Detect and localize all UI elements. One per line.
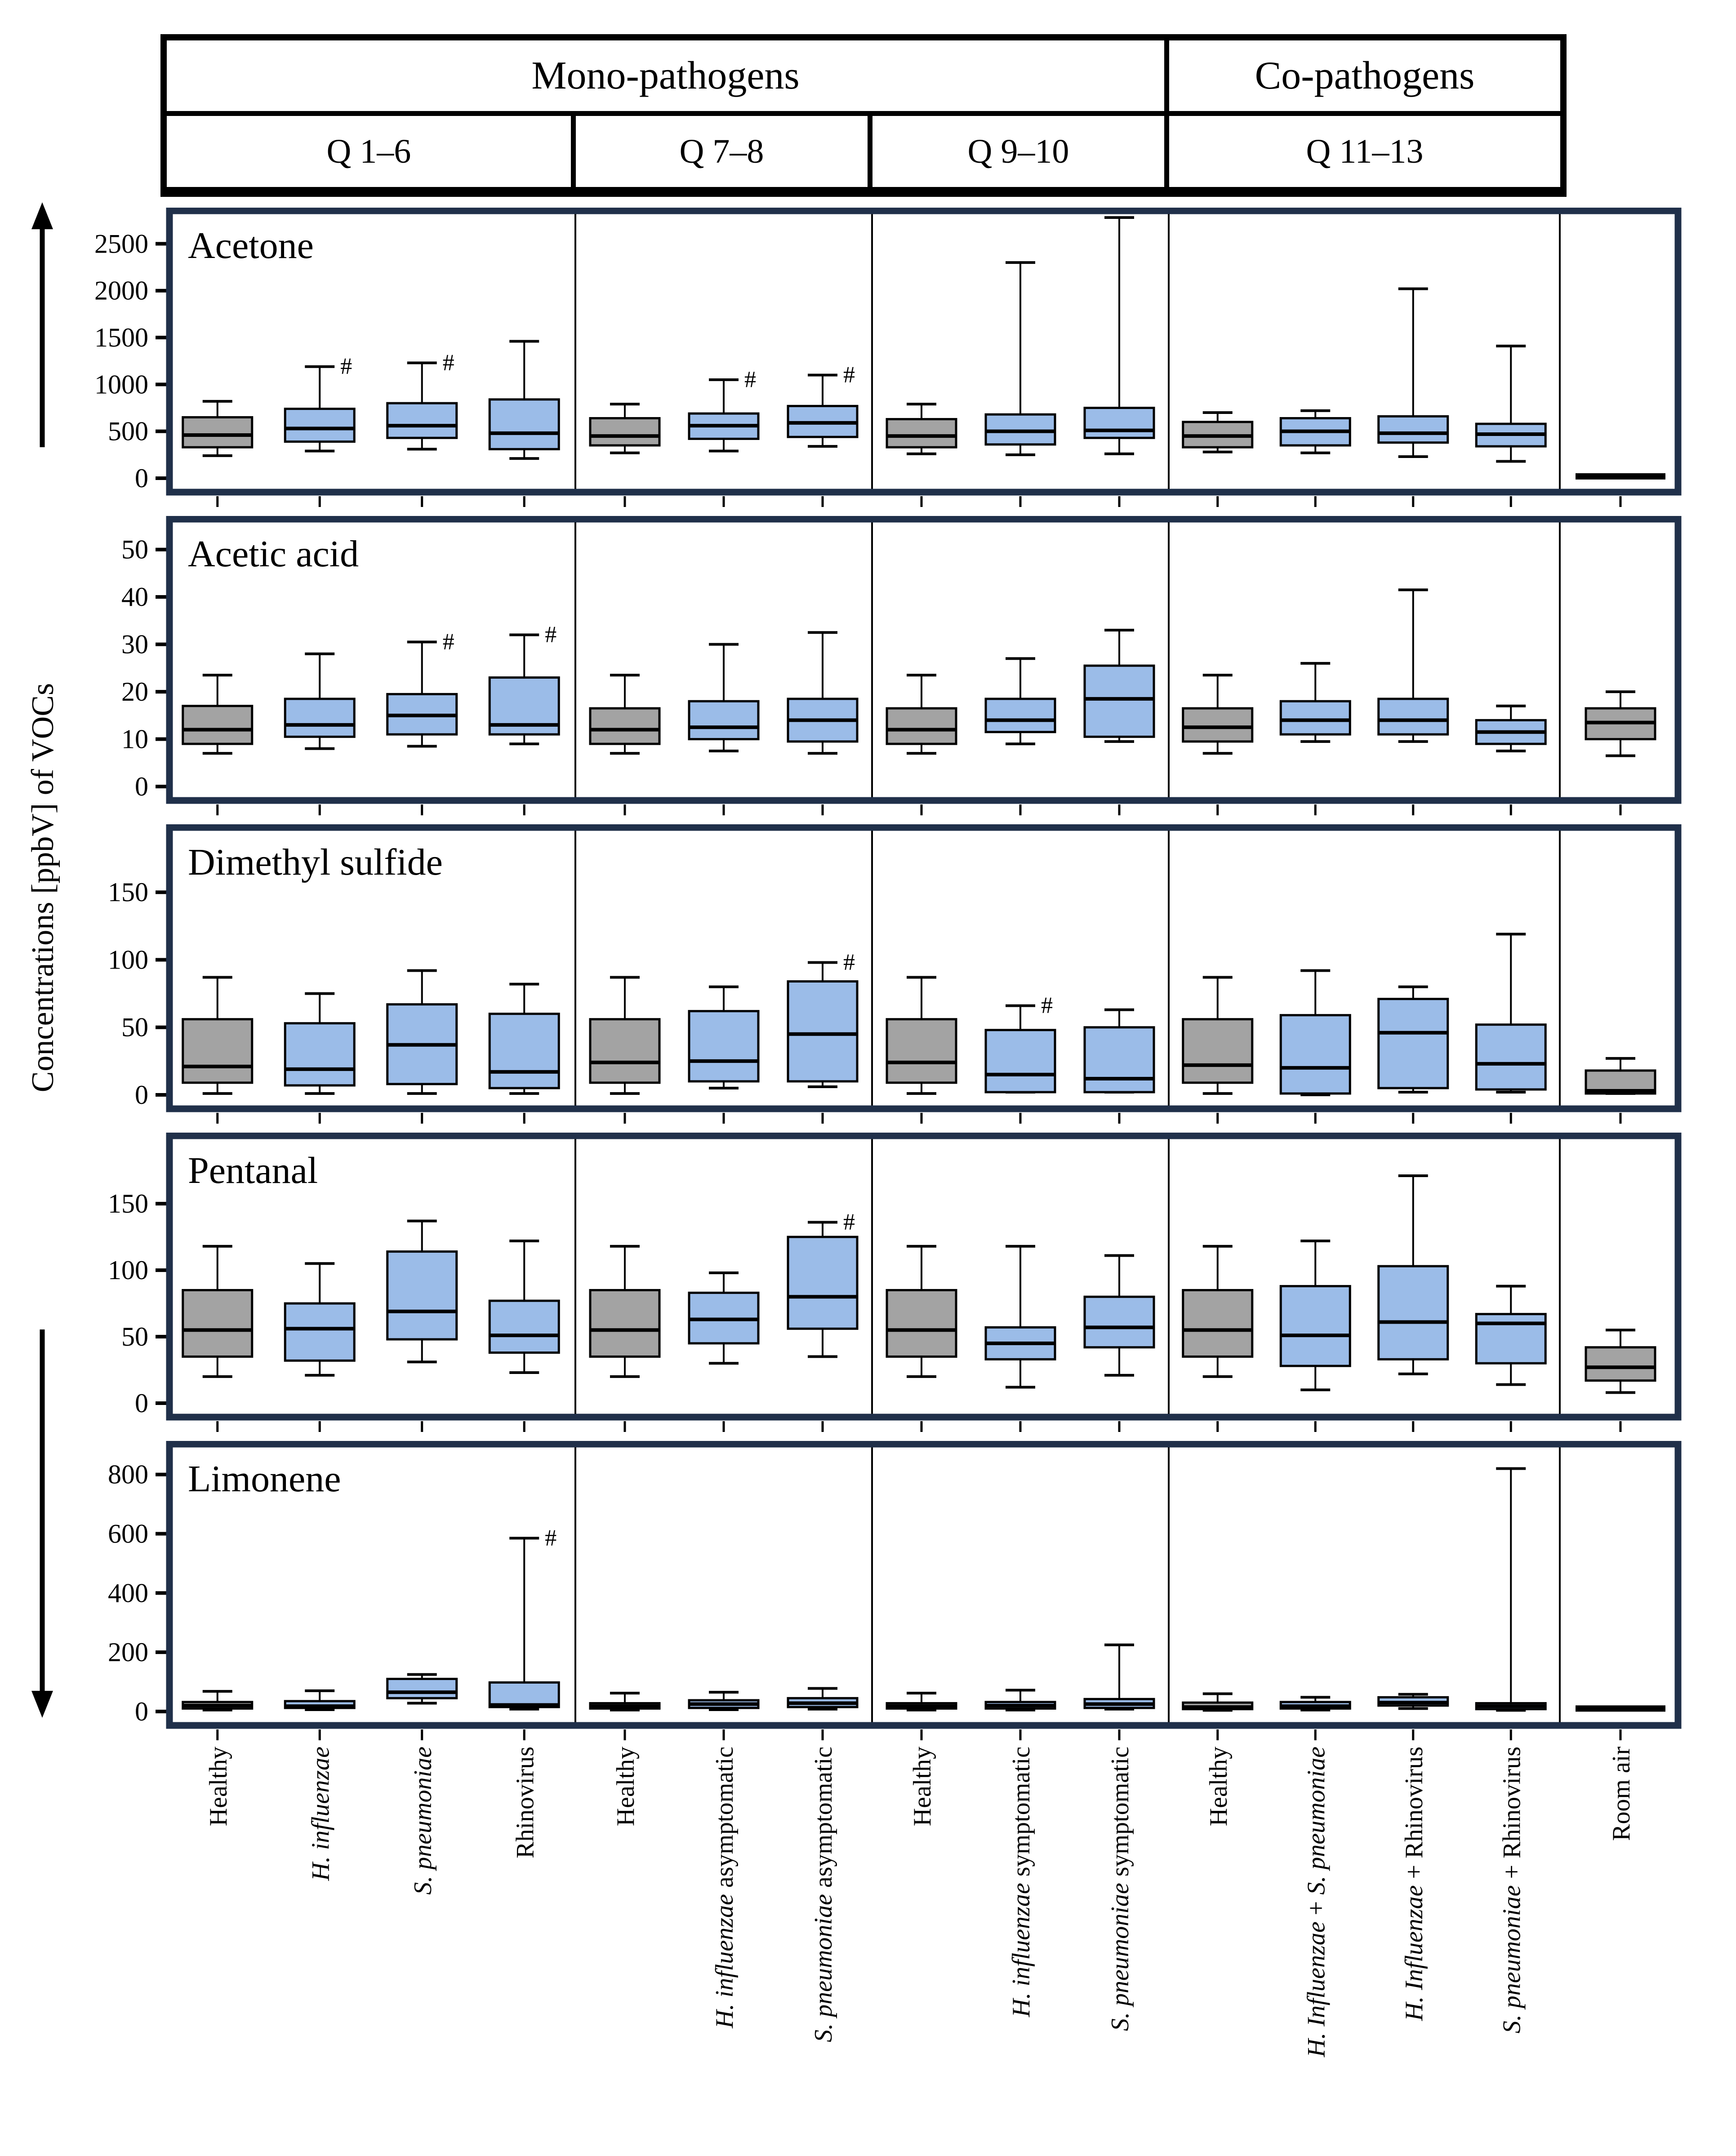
svg-text:Limonene: Limonene [188, 1458, 341, 1500]
panel-dimethyl-sulfide: 0 50 100 150 # # Dimethyl sulfide [76, 824, 1685, 1130]
header-co-pathogens: Co-pathogens [1169, 40, 1560, 116]
svg-text:Healthy: Healthy [205, 1747, 232, 1826]
svg-text:Acetone: Acetone [188, 225, 314, 267]
svg-text:S. pneumoniae asymptomatic: S. pneumoniae asymptomatic [810, 1747, 837, 2042]
svg-text:10: 10 [121, 725, 148, 754]
svg-text:Pentanal: Pentanal [188, 1150, 318, 1191]
header-table: Mono-pathogens Co-pathogens Q 1–6 Q 7–8 … [160, 34, 1567, 197]
header-q1-6: Q 1–6 [167, 116, 576, 187]
svg-text:#: # [1041, 993, 1053, 1018]
svg-text:2000: 2000 [94, 276, 148, 306]
svg-text:1000: 1000 [94, 369, 148, 399]
svg-text:30: 30 [121, 630, 148, 659]
svg-text:0: 0 [135, 1697, 148, 1726]
panel-pentanal: 0 50 100 150 # Pentanal [76, 1132, 1685, 1439]
y-axis: Concentrations [ppbV] of VOCs [26, 202, 60, 1718]
svg-text:#: # [843, 362, 855, 388]
svg-text:#: # [843, 949, 855, 975]
panel-limonene: 0 200 400 600 800 # Limonene [76, 1440, 1685, 1747]
svg-text:600: 600 [108, 1519, 148, 1549]
svg-text:150: 150 [108, 877, 148, 907]
svg-text:#: # [545, 1525, 556, 1551]
svg-text:S. pneumoniae symptomatic: S. pneumoniae symptomatic [1106, 1747, 1134, 2031]
svg-text:#: # [340, 354, 352, 379]
header-q7-8: Q 7–8 [576, 116, 872, 187]
svg-text:50: 50 [121, 535, 148, 565]
svg-text:H. influenzae: H. influenzae [307, 1747, 334, 1881]
svg-text:0: 0 [135, 1388, 148, 1418]
svg-text:#: # [843, 1209, 855, 1235]
svg-text:50: 50 [121, 1322, 148, 1351]
svg-text:H. influenzae symptomatic: H. influenzae symptomatic [1007, 1747, 1035, 2018]
svg-text:40: 40 [121, 582, 148, 612]
svg-text:50: 50 [121, 1013, 148, 1042]
svg-text:#: # [443, 350, 454, 375]
svg-text:Acetic acid: Acetic acid [188, 533, 359, 575]
svg-text:Rhinovirus: Rhinovirus [511, 1747, 539, 1858]
svg-text:H. Influenzae + Rhinovirus: H. Influenzae + Rhinovirus [1400, 1747, 1428, 2021]
svg-text:2500: 2500 [94, 229, 148, 258]
svg-text:400: 400 [108, 1578, 148, 1608]
category-labels: Healthy H. influenzae S. pneumoniae Rhinovi… [76, 1740, 1685, 2156]
svg-text:#: # [545, 622, 556, 648]
arrow-up-icon [31, 202, 53, 229]
svg-text:Healthy: Healthy [1205, 1747, 1233, 1826]
svg-text:100: 100 [108, 945, 148, 974]
svg-text:S. pneumoniae + Rhinovirus: S. pneumoniae + Rhinovirus [1498, 1747, 1526, 2033]
svg-text:0: 0 [135, 1080, 148, 1110]
svg-text:H. influenzae asymptomatic: H. influenzae asymptomatic [711, 1747, 739, 2029]
svg-text:S. pneumoniae: S. pneumoniae [409, 1747, 437, 1895]
header-mono-pathogens: Mono-pathogens [167, 40, 1169, 116]
header-q11-13: Q 11–13 [1169, 116, 1560, 187]
arrow-down-icon [31, 1691, 53, 1718]
svg-text:200: 200 [108, 1637, 148, 1667]
svg-text:1500: 1500 [94, 323, 148, 352]
svg-text:150: 150 [108, 1189, 148, 1218]
svg-text:#: # [443, 629, 454, 654]
svg-text:800: 800 [108, 1460, 148, 1489]
panel-acetone: 0 500 1000 1500 2000 2500 # # # # Acetone [76, 207, 1685, 514]
svg-text:Healthy: Healthy [908, 1747, 936, 1826]
svg-text:0: 0 [135, 463, 148, 493]
svg-text:100: 100 [108, 1255, 148, 1285]
panel-acetic-acid: 0 10 20 30 40 50 # # Acetic acid [76, 516, 1685, 822]
svg-text:Room air: Room air [1607, 1747, 1635, 1841]
svg-text:Dimethyl sulfide: Dimethyl sulfide [188, 841, 443, 883]
header-q9-10: Q 9–10 [872, 116, 1169, 187]
svg-text:0: 0 [135, 772, 148, 801]
svg-text:500: 500 [108, 417, 148, 446]
y-axis-label: Concentrations [ppbV] of VOCs [26, 683, 60, 1093]
svg-text:#: # [744, 367, 756, 392]
svg-text:H. Influenzae + S. pneumoniae: H. Influenzae + S. pneumoniae [1302, 1747, 1330, 2058]
svg-text:Healthy: Healthy [612, 1747, 640, 1826]
svg-text:20: 20 [121, 677, 148, 707]
